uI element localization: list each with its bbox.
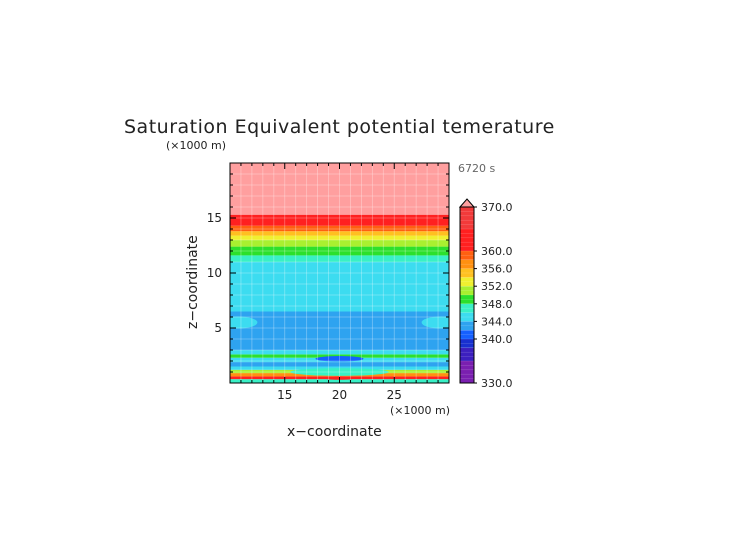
band-8 <box>230 350 449 355</box>
colorbar-ticks: 330.0 340.0 344.0 348.0 352.0 356.0 360.0 370.0 <box>474 201 513 390</box>
band-18 <box>230 163 449 215</box>
y-axis-unit: (×1000 m) <box>166 139 226 152</box>
band-17 <box>230 214 449 226</box>
feature-0 <box>230 316 258 329</box>
colorbar-tick-label: 330.0 <box>481 377 513 390</box>
y-axis-label: z−coordinate <box>185 235 201 329</box>
colorbar-segment <box>460 251 474 260</box>
colorbar-tick-label: 352.0 <box>481 280 513 293</box>
plot-area <box>230 163 449 383</box>
chart-title: Saturation Equivalent potential temeratu… <box>124 116 555 138</box>
colorbar-segment <box>460 268 474 278</box>
band-4 <box>230 366 449 370</box>
x-axis-ticks: 15 20 25 <box>229 163 450 402</box>
colorbar-segment <box>460 207 474 229</box>
band-11 <box>230 255 449 262</box>
band-14 <box>230 235 449 240</box>
colorbar-segment <box>460 277 474 287</box>
y-tick-label: 5 <box>214 321 222 335</box>
x-tick-label: 15 <box>277 388 292 402</box>
y-tick-label: 10 <box>207 266 222 280</box>
colorbar-segment <box>460 259 474 269</box>
colorbar-tick-label: 356.0 <box>481 263 513 276</box>
x-axis-label: x−coordinate <box>287 424 382 440</box>
band-9 <box>230 311 449 350</box>
colorbar-segment <box>460 295 474 304</box>
colorbar-extend-arrow <box>458 198 476 208</box>
band-10 <box>230 262 449 312</box>
band-15 <box>230 231 449 236</box>
colorbar-segment <box>460 330 474 339</box>
colorbar-segment <box>460 347 474 361</box>
time-label: 6720 s <box>458 162 495 175</box>
band-5 <box>230 362 449 367</box>
band-12 <box>230 246 449 256</box>
colorbar-tick-label: 370.0 <box>481 201 513 214</box>
y-tick-label: 15 <box>207 211 222 225</box>
band-16 <box>230 225 449 232</box>
colorbar-segment <box>460 303 474 313</box>
feature-2 <box>315 356 364 362</box>
plot-grid <box>230 163 449 383</box>
colorbar-segment <box>460 339 474 348</box>
colorbar-segment <box>460 312 474 322</box>
colorbar-segment <box>460 361 474 383</box>
plot-features <box>230 316 449 380</box>
x-axis-unit: (×1000 m) <box>390 404 450 417</box>
feature-3 <box>290 368 389 376</box>
colorbar-tick-label: 344.0 <box>481 315 513 328</box>
x-tick-label: 25 <box>387 388 402 402</box>
colorbar-tick-label: 360.0 <box>481 245 513 258</box>
colorbar-tick-label: 340.0 <box>481 333 513 346</box>
colorbar <box>458 198 476 384</box>
colorbar-segment <box>460 229 474 251</box>
colorbar-tick-label: 348.0 <box>481 298 513 311</box>
y-axis-ticks: 5 10 15 <box>207 162 449 384</box>
band-13 <box>230 240 449 247</box>
colorbar-segment <box>460 321 474 331</box>
colorbar-segment <box>460 286 474 295</box>
feature-1 <box>421 316 449 329</box>
x-tick-label: 20 <box>332 388 347 402</box>
